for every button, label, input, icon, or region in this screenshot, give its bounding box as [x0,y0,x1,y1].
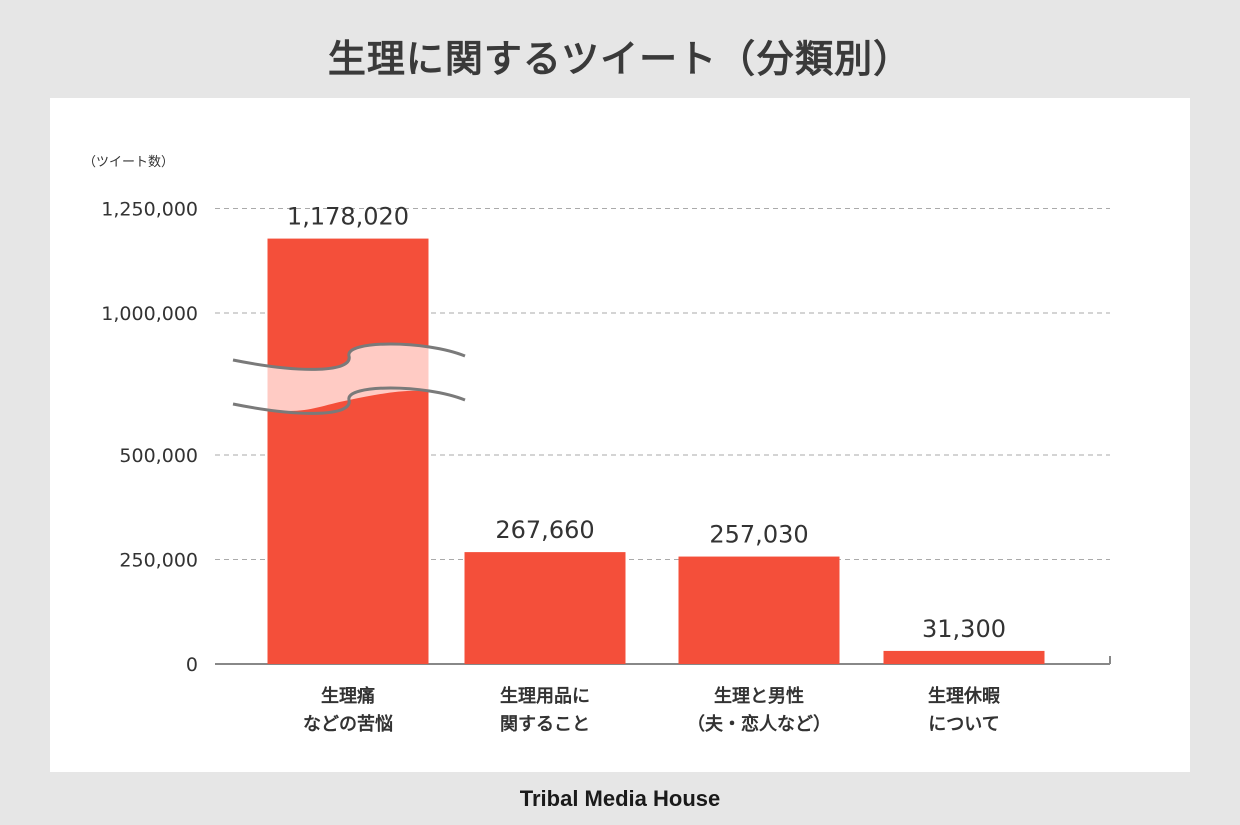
x-category-label: について [928,714,999,735]
axis-break [232,342,466,415]
data-label: 31,300 [922,615,1006,643]
y-tick-label: 1,250,000 [101,199,198,221]
data-label: 1,178,020 [287,203,409,231]
x-category-label: などの苦悩 [303,713,393,735]
y-tick-label: 500,000 [119,445,198,467]
data-label: 267,660 [495,516,594,544]
y-axis-unit-label: （ツイート数） [83,155,174,170]
y-tick-label: 0 [186,654,198,676]
x-category-label: 関すること [500,714,590,735]
data-label: 257,030 [709,521,808,549]
x-category-label: 生理痛 [321,685,375,707]
labels: （ツイート数） 0 250,000 500,000 1,000,000 1,250,000… [83,155,1006,735]
chart-panel: （ツイート数） 0 250,000 500,000 1,000,000 1,250,000… [50,98,1190,772]
bar-chart: （ツイート数） 0 250,000 500,000 1,000,000 1,250,000… [83,155,1111,735]
x-category-label: 生理用品に [500,685,590,707]
bars [267,238,1045,664]
x-category-label: 生理と男性 [714,685,804,707]
y-tick-label: 250,000 [119,550,198,572]
brand-logo: Tribal Media House [519,786,721,811]
x-category-label: （夫・恋人など） [687,713,831,735]
axis-break-line-top [232,342,466,371]
y-tick-label: 1,000,000 [101,303,198,325]
bar [464,552,626,664]
chart-title: 生理に関するツイート（分類別） [327,37,913,81]
axis-break-band [267,344,429,411]
x-category-label: 生理休暇 [928,685,1000,707]
axis-break-line-bottom [232,386,466,415]
bar [678,556,840,664]
bar [267,238,429,664]
bar [883,650,1045,664]
